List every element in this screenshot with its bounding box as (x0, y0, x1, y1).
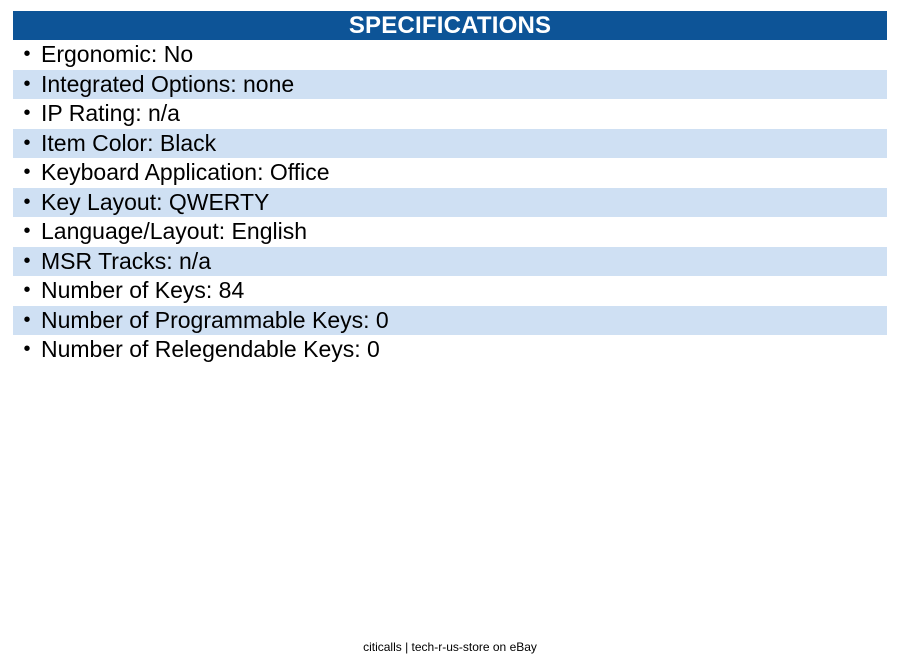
spec-item: • Number of Programmable Keys: 0 (13, 305, 887, 335)
spec-item: • MSR Tracks: n/a (13, 246, 887, 276)
bullet-icon: • (23, 131, 31, 154)
spec-item-text: Number of Relegendable Keys: 0 (41, 336, 380, 362)
spec-item: • Integrated Options: none (13, 69, 887, 99)
bullet-icon: • (23, 338, 31, 360)
spec-item: • Number of Keys: 84 (13, 276, 887, 306)
spec-item-text: Ergonomic: No (41, 41, 194, 67)
bullet-icon: • (23, 190, 31, 213)
bullet-icon: • (23, 279, 31, 301)
bullet-icon: • (23, 161, 31, 183)
footer-credit: citicalls | tech-r-us-store on eBay (363, 640, 537, 654)
spec-item-text: Number of Keys: 84 (41, 277, 245, 303)
spec-item: • Item Color: Black (13, 128, 887, 158)
bullet-icon: • (23, 102, 31, 124)
specifications-header: SPECIFICATIONS (13, 11, 887, 40)
spec-item-text: Integrated Options: none (41, 70, 295, 97)
spec-item: • Language/Layout: English (13, 217, 887, 247)
spec-item-text: Number of Programmable Keys: 0 (41, 306, 389, 333)
bullet-icon: • (23, 220, 31, 242)
bullet-icon: • (23, 249, 31, 272)
spec-list: • Ergonomic: No • Integrated Options: none… (13, 40, 887, 365)
specifications-panel: SPECIFICATIONS • Ergonomic: No • Integrate… (13, 11, 887, 365)
bullet-icon: • (23, 72, 31, 95)
spec-item-text: Keyboard Application: Office (41, 159, 330, 185)
spec-item: • Keyboard Application: Office (13, 158, 887, 188)
spec-item: • IP Rating: n/a (13, 99, 887, 129)
spec-item-text: Item Color: Black (41, 129, 217, 156)
spec-item-text: Key Layout: QWERTY (41, 188, 270, 215)
spec-item: • Key Layout: QWERTY (13, 187, 887, 217)
bullet-icon: • (23, 308, 31, 331)
bullet-icon: • (23, 43, 31, 65)
spec-item-text: Language/Layout: English (41, 218, 307, 244)
spec-item: • Number of Relegendable Keys: 0 (13, 335, 887, 365)
spec-item-text: IP Rating: n/a (41, 100, 180, 126)
spec-item: • Ergonomic: No (13, 40, 887, 70)
spec-item-text: MSR Tracks: n/a (41, 247, 211, 274)
